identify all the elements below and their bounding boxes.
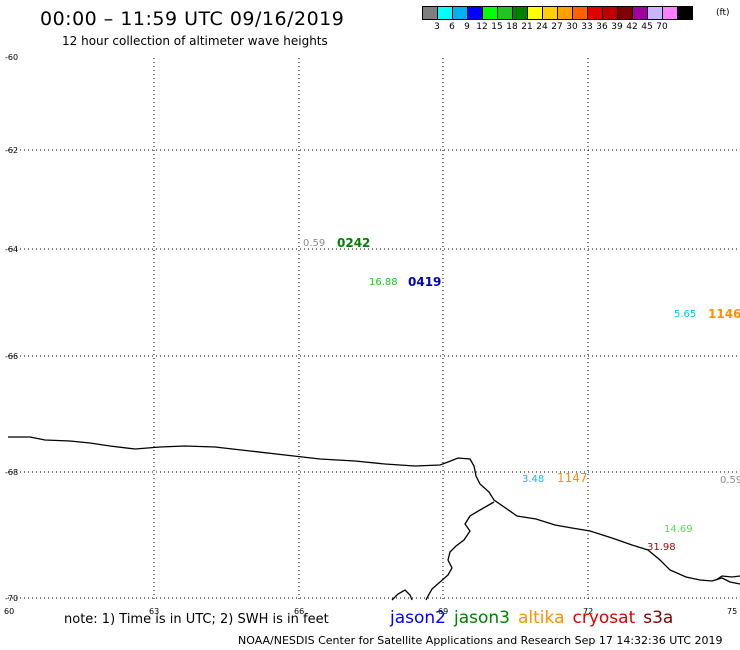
legend-tick-label: 27 (551, 22, 563, 32)
legend-tick-label: 21 (521, 22, 533, 32)
lat-label: -60 (5, 53, 18, 62)
legend-tick-label: 18 (506, 22, 518, 32)
pass-time-label: 1146 (708, 307, 740, 321)
legend-tick-label: 15 (491, 22, 503, 32)
legend-tick-label: 45 (641, 22, 653, 32)
lon-label: 75 (727, 607, 737, 616)
coastline-island (391, 589, 413, 601)
credit-line: NOAA/NESDIS Center for Satellite Applica… (238, 634, 723, 647)
lon-label: 69 (438, 607, 448, 616)
legend-tick-label: 6 (449, 22, 455, 32)
map-title: 00:00 – 11:59 UTC 09/16/2019 (40, 8, 345, 30)
legend-tick-label: 42 (626, 22, 638, 32)
legend-unit: (ft) (716, 8, 730, 18)
lat-label: -62 (5, 146, 18, 155)
pass-height-label: 16.88 (369, 277, 398, 288)
map-subtitle: 12 hour collection of altimeter wave hei… (62, 34, 328, 48)
legend-tick-label: 70 (656, 22, 668, 32)
pass-time-label: 0242 (337, 236, 370, 250)
lon-label: 60 (4, 607, 14, 616)
satellite-name-altika: altika (518, 608, 565, 628)
lat-label: -66 (5, 352, 18, 361)
legend-tick-label: 24 (536, 22, 548, 32)
coastline-inlet (425, 501, 495, 601)
pass-height-label: 5.65 (674, 309, 696, 320)
lon-label: 63 (149, 607, 159, 616)
legend-tick-label: 39 (611, 22, 623, 32)
lat-label: -64 (5, 245, 18, 254)
satellite-name-jason2: jason2 (390, 608, 446, 628)
legend-tick-label: 33 (581, 22, 593, 32)
map-grid (8, 58, 740, 600)
satellite-legend: jason2 jason3 altika cryosat s3a (390, 608, 681, 628)
legend-tick-label: 12 (476, 22, 488, 32)
legend-swatches (422, 6, 693, 20)
coastline (8, 436, 740, 585)
pass-height-label: 0.59 (720, 475, 740, 486)
color-legend: 3 6 9 12 15 18 21 24 27 30 33 36 39 42 45 70 (ft) (422, 6, 730, 32)
legend-tick-label: 30 (566, 22, 578, 32)
legend-ticks: 3 6 9 12 15 18 21 24 27 30 33 36 39 42 45 70 (422, 20, 692, 32)
lat-label: -68 (5, 468, 18, 477)
pass-height-label: 31.98 (647, 542, 676, 553)
pass-height-label: 14.69 (664, 524, 693, 535)
pass-time-label: 1147 (557, 471, 588, 485)
units-note: note: 1) Time is in UTC; 2) SWH is in fe… (64, 612, 329, 627)
legend-tick-label: 9 (464, 22, 470, 32)
satellite-name-s3a: s3a (643, 608, 674, 628)
lat-label: -70 (5, 594, 18, 603)
pass-time-label: 0419 (408, 275, 441, 289)
legend-tick-label: 3 (434, 22, 440, 32)
coastline-shelf (715, 575, 740, 581)
lon-label: 72 (583, 607, 593, 616)
pass-height-label: 0.59 (303, 238, 325, 249)
pass-height-label: 3.48 (522, 474, 544, 485)
legend-swatch (677, 6, 693, 20)
satellite-name-jason3: jason3 (454, 608, 510, 628)
satellite-name-cryosat: cryosat (572, 608, 636, 628)
legend-tick-label: 36 (596, 22, 608, 32)
lon-label: 66 (294, 607, 304, 616)
